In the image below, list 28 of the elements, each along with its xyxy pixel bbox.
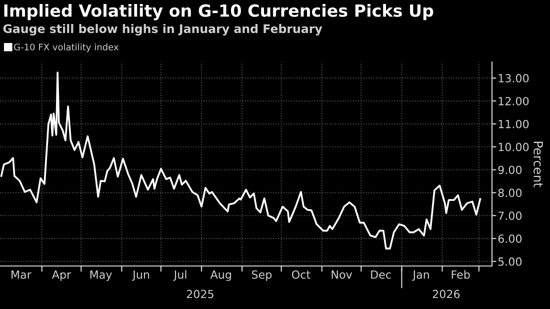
text: 2026: [432, 290, 460, 298]
y-tick-label: 8.00: [498, 188, 522, 198]
x-tick-label: Aug: [210, 270, 231, 281]
text: 2025: [186, 290, 214, 298]
y-tick-label: 11.00: [498, 120, 529, 128]
y-tick-label: 6.00: [498, 234, 522, 243]
x-tick-label: Apr: [52, 270, 72, 281]
x-tick-label: Sep: [252, 270, 272, 281]
x-tick-label: Mar: [12, 270, 32, 279]
y-tick-label: 10.00: [498, 142, 529, 152]
y-tick-label: 13.00: [498, 74, 529, 82]
x-tick-label: Nov: [332, 270, 352, 279]
x-tick-label: Feb: [452, 270, 470, 279]
x-tick-label: May: [90, 270, 112, 281]
y-axis-title: Percent: [534, 142, 543, 188]
x-tick-label: Oct: [292, 270, 310, 279]
x-tick-label: Jan: [412, 270, 429, 281]
x-tick-label: Jul: [173, 270, 186, 281]
y-tick-label: 12.00: [498, 96, 529, 106]
y-tick-label: 9.00: [498, 166, 522, 174]
legend-label: G-10 FX volatility index: [14, 43, 119, 52]
line-series: [0, 72, 482, 250]
y-tick-label: 5.00: [498, 257, 522, 266]
x-tick-label: Dec: [371, 270, 391, 279]
chart-subtitle: Gauge still below highs in January and February: [3, 24, 322, 36]
chart-title: Implied Volatility on G-10 Currencies Picks Up: [4, 4, 434, 20]
x-tick-label: Jun: [132, 270, 150, 281]
y-tick-label: 7.00: [498, 212, 522, 220]
